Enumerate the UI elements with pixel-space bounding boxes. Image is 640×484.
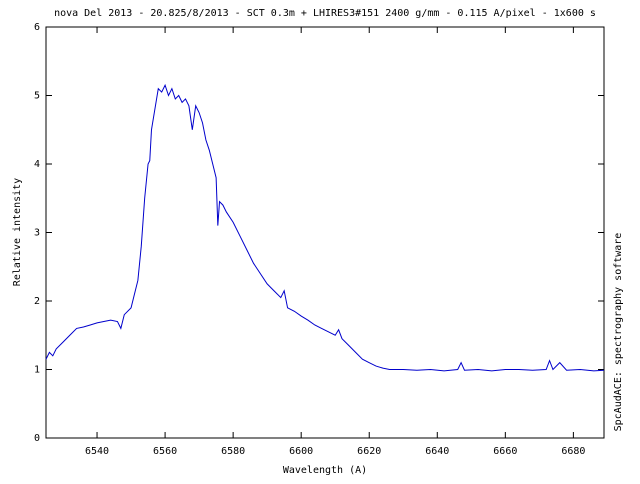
spectrum-line <box>45 83 605 372</box>
y-tick-label: 2 <box>34 296 40 307</box>
x-axis-label: Wavelength (A) <box>283 465 367 476</box>
x-tick-label: 6660 <box>493 446 517 457</box>
chart-title: nova Del 2013 - 20.825/8/2013 - SCT 0.3m… <box>54 8 596 19</box>
x-tick-label: 6600 <box>289 446 313 457</box>
x-tick-label: 6680 <box>561 446 585 457</box>
x-tick-label: 6640 <box>425 446 449 457</box>
y-tick-label: 0 <box>34 433 40 444</box>
x-tick-label: 6580 <box>221 446 245 457</box>
side-note: SpcAudACE: spectrography software <box>613 233 624 432</box>
x-tick-label: 6620 <box>357 446 381 457</box>
y-axis-label: Relative intensity <box>12 178 23 286</box>
y-tick-label: 1 <box>34 365 40 376</box>
x-tick-label: 6560 <box>153 446 177 457</box>
x-tick-label: 6540 <box>85 446 109 457</box>
y-tick-label: 6 <box>34 22 40 33</box>
y-tick-label: 3 <box>34 228 40 239</box>
y-tick-label: 5 <box>34 91 40 102</box>
y-tick-label: 4 <box>34 159 40 170</box>
